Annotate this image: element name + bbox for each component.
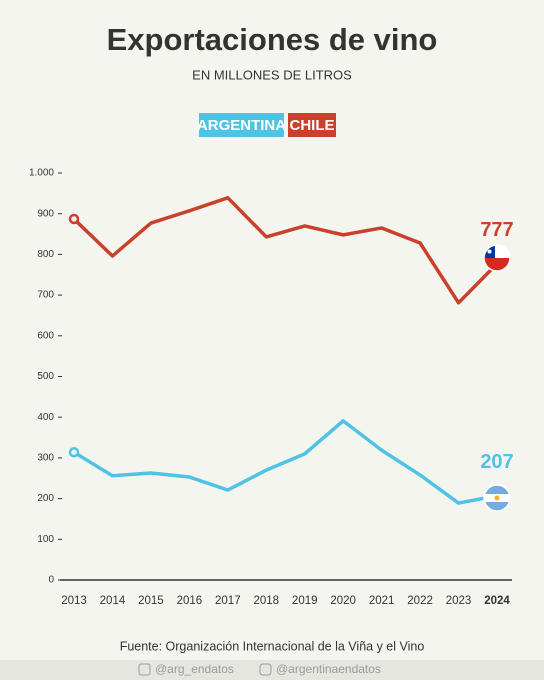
x-tick-label: 2019	[292, 595, 318, 607]
x-tick-label: 2017	[215, 595, 241, 607]
chart-title: Exportaciones de vino	[107, 22, 438, 57]
legend-label: ARGENTINA	[197, 117, 286, 134]
x-tick-label: 2023	[446, 595, 472, 607]
y-tick-label: 900	[37, 208, 54, 219]
start-marker	[68, 213, 80, 225]
y-tick-label: 100	[37, 534, 54, 545]
x-tick-label: 2016	[177, 595, 203, 607]
value-label: 207	[480, 451, 513, 473]
legend-badge	[288, 113, 336, 137]
footer-handle: @arg_endatos	[155, 662, 234, 676]
x-tick-label: 2022	[407, 595, 433, 607]
x-tick-label: 2014	[100, 595, 126, 607]
start-marker	[68, 446, 80, 458]
chile-flag	[484, 245, 510, 271]
legend-label: CHILE	[290, 117, 335, 134]
y-tick-label: 0	[48, 575, 54, 586]
instagram-icon	[259, 663, 272, 676]
x-icon	[138, 663, 151, 676]
series-line	[72, 196, 499, 305]
y-tick-label: 300	[37, 453, 54, 464]
x-tick-label: 2021	[369, 595, 395, 607]
y-tick-label: 800	[37, 249, 54, 260]
x-tick-label: 2024	[484, 595, 510, 607]
y-tick-label: 600	[37, 330, 54, 341]
y-tick-label: 400	[37, 412, 54, 423]
series-line	[73, 419, 498, 505]
flag-ring	[483, 244, 511, 272]
flag-ring	[483, 484, 511, 512]
footer-handle: @argentinaendatos	[276, 662, 381, 676]
y-tick-label: 700	[37, 290, 54, 301]
source: Fuente: Organización Internacional de la…	[120, 639, 425, 653]
footer-bar	[0, 660, 544, 680]
x-tick-label: 2018	[253, 595, 279, 607]
y-tick-label: 1.000	[29, 168, 54, 179]
x-tick-label: 2013	[61, 595, 87, 607]
x-tick-label: 2015	[138, 595, 164, 607]
x-tick-label: 2020	[330, 595, 356, 607]
y-tick-label: 200	[37, 493, 54, 504]
y-tick-label: 500	[37, 371, 54, 382]
legend-badge	[199, 113, 284, 137]
value-label: 777	[480, 219, 513, 241]
chart-subtitle: EN MILLONES DE LITROS	[192, 67, 352, 82]
